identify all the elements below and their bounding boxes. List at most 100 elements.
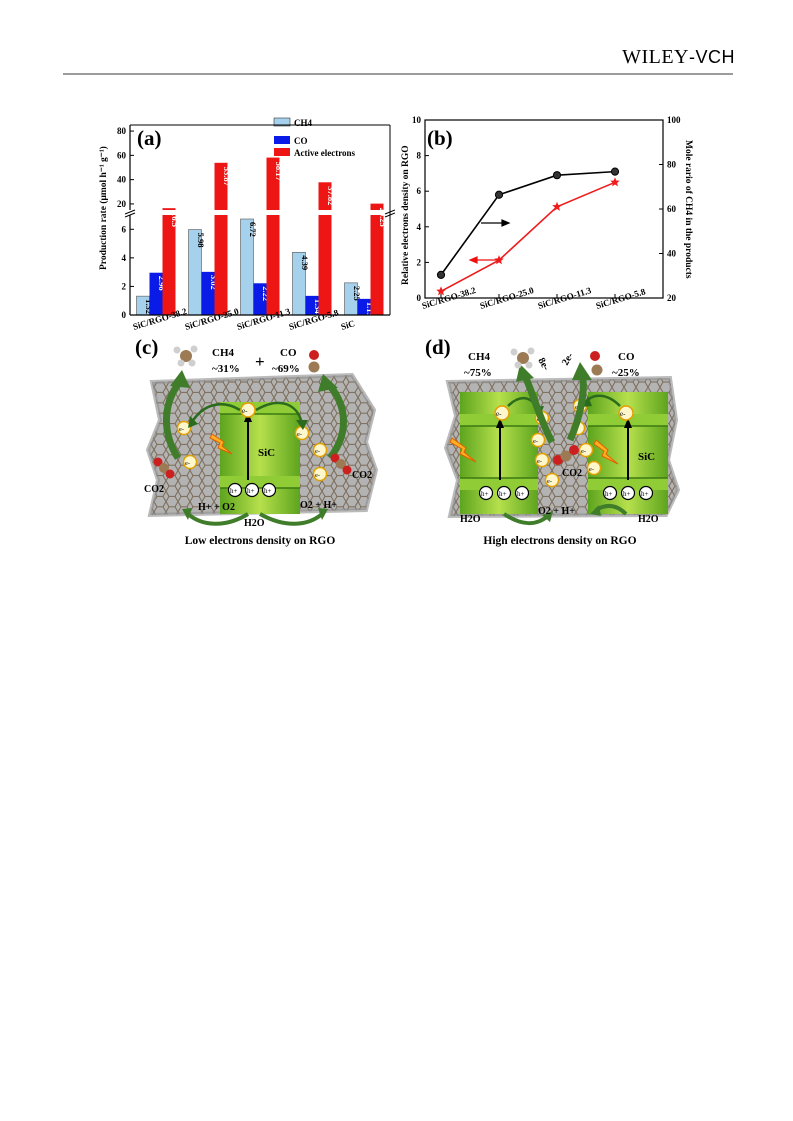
axis-break-mark [384, 212, 395, 218]
svg-text:e-: e- [185, 460, 190, 467]
co2-molecule-right-icon [330, 453, 352, 475]
panel-c-caption: Low electrons density on RGO [185, 535, 336, 547]
co2-label-d: CO2 [562, 468, 582, 479]
svg-text:e-: e- [547, 478, 552, 485]
bar-value-label: 2.22 [261, 286, 271, 301]
y-tick-label: 2 [122, 281, 127, 291]
svg-text:h+: h+ [230, 487, 238, 495]
bar-electrons-lower [318, 215, 332, 315]
point-marker-right [436, 286, 446, 296]
svg-text:e-: e- [533, 438, 538, 445]
co-percent-d: ~25% [612, 367, 640, 379]
y-left-tick-label: 4 [417, 222, 422, 232]
svg-text:e-: e- [242, 407, 248, 415]
plot-frame [424, 119, 664, 299]
h-o2-label: H+ + O2 [198, 502, 235, 513]
bar-electrons-lower [214, 215, 228, 315]
ch4-percent: ~31% [212, 363, 240, 375]
product-arrow-right [325, 381, 347, 461]
svg-text:h+: h+ [517, 490, 525, 498]
point-marker-right [552, 201, 562, 211]
ch4-label-d: CH4 [468, 351, 491, 363]
transfer-arrow-left [190, 403, 241, 423]
bar-electrons-upper [266, 157, 280, 210]
sic-label: SiC [258, 447, 275, 459]
point-marker-left [436, 270, 446, 279]
water-arrow-right [259, 512, 324, 526]
co-molecule-icon [308, 350, 320, 373]
y-left-tick-label: 8 [417, 151, 422, 161]
y-right-tick-label: 40 [667, 249, 677, 259]
svg-text:h+: h+ [641, 490, 649, 498]
sic-label-d: SiC [638, 451, 655, 463]
y-right-tick-label: 60 [667, 204, 677, 214]
panel-d-schematic: (d) SiC e- e- h+ h+ h+ h+ h+ h+ [425, 335, 681, 547]
bar-value-label: 2.96 [157, 276, 167, 291]
bar-value-label: 4.39 [300, 255, 310, 270]
water-arrow-d-left [502, 512, 550, 526]
transfer-arrow-right [255, 401, 304, 425]
y-right-tick-label: 80 [667, 160, 677, 170]
co2-label-right: CO2 [352, 470, 372, 481]
bar-co [305, 295, 319, 315]
axis-break-mark [124, 212, 136, 218]
h2o-label: H2O [244, 518, 265, 529]
arrow-to-left-axis [481, 219, 511, 227]
legend-co: CO [274, 136, 308, 146]
y-tick-label: 80 [117, 126, 127, 136]
svg-text:e-: e- [581, 448, 586, 455]
o2-h-label-d: O2 + H+ [538, 506, 575, 517]
h2o-label-d-left: H2O [460, 514, 481, 525]
legend-swatch-ch4 [273, 117, 291, 127]
cb-electrons-d: e- e- [494, 405, 634, 421]
axis-break-mark [124, 209, 136, 215]
svg-text:e-: e- [315, 472, 320, 479]
light-bolt-icon [209, 433, 233, 455]
panel-d-caption: High electrons density on RGO [483, 535, 636, 547]
bar-value-label: 53.87 [222, 167, 232, 187]
svg-text:e-: e- [496, 410, 502, 418]
plus-sign: + [255, 352, 265, 371]
panel-b-ylabel-left: Relative electrons density on RGO [401, 145, 411, 285]
svg-text:h+: h+ [623, 490, 631, 498]
y-tick-label: 60 [117, 150, 127, 160]
cb-electron: e- [240, 402, 256, 418]
legend-ch4: CH4 [273, 117, 313, 128]
bar-value-label: 2.25 [352, 286, 362, 301]
svg-text:h+: h+ [264, 487, 272, 495]
water-arrow-left [186, 512, 250, 526]
vb-holes: h+ h+ h+ [227, 482, 277, 498]
panel-c-schematic: (c) SiC e- h+ h+ h+ e- e- e- e- e- [135, 335, 379, 547]
point-marker-left [494, 190, 504, 199]
bar-value-label: 5.98 [196, 233, 206, 248]
legend-swatch-electrons [274, 148, 290, 156]
y-left-tick-label: 0 [417, 293, 422, 303]
svg-text:CO: CO [294, 136, 308, 146]
bar-value-label: 6.72 [248, 222, 258, 237]
bar-value-label: 20.25 [378, 208, 388, 227]
co-percent: ~69% [272, 363, 300, 375]
bar-co [149, 272, 163, 315]
svg-text:e-: e- [620, 410, 626, 418]
bar-electrons-upper [370, 203, 384, 210]
bar-value-label: 37.82 [326, 186, 336, 205]
bar-value-label: 1.13 [365, 302, 375, 317]
bar-electrons-upper [318, 182, 332, 210]
arrow-to-right-axis [468, 256, 498, 264]
co2-label-left: CO2 [144, 484, 164, 495]
publisher-logo: WILEY-VCH [622, 46, 735, 68]
bar-electrons-upper [162, 208, 176, 210]
svg-text:CH4: CH4 [294, 118, 313, 128]
ch4-molecule-d-icon [510, 347, 535, 369]
bar-value-label: 3.02 [209, 275, 219, 290]
bar-value-label: 1.32 [144, 299, 154, 314]
panel-a-ylabel: Production rate (μmol h⁻¹ g⁻¹) [98, 146, 109, 270]
legend-swatch-co [274, 136, 290, 144]
point-marker-left [610, 167, 620, 176]
bar-co [357, 298, 371, 315]
axis-break-mark [384, 209, 395, 215]
panel-d-letter: (d) [425, 335, 451, 359]
co-label: CO [280, 347, 297, 359]
svg-text:h+: h+ [499, 490, 507, 498]
h2o-label-d-right: H2O [638, 514, 659, 525]
